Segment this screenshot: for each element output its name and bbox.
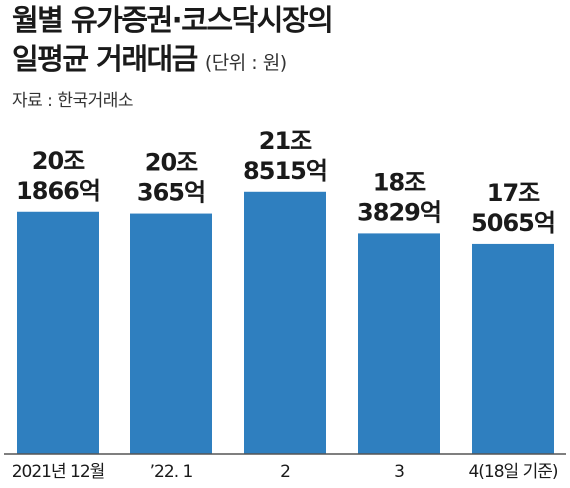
bar-value-label-top-0: 20조: [32, 147, 85, 175]
chart-title-line-2-text: 일평균 거래대금: [12, 42, 198, 76]
source-label: 자료 : 한국거래소: [12, 91, 134, 111]
x-tick-label-3: 3: [394, 462, 404, 482]
bar-1: [130, 213, 212, 454]
x-tick-label-0: 2021년 12월: [12, 462, 105, 482]
bar-0: [17, 211, 99, 454]
bar-value-label-bottom-4: 5065억: [471, 209, 555, 237]
bar-3: [358, 233, 440, 454]
bar-value-label-top-4: 17조: [487, 179, 540, 207]
chart-title-line-2: 일평균 거래대금 (단위 : 원): [12, 41, 287, 81]
bar-value-label-bottom-0: 1866억: [16, 177, 100, 205]
chart-title-line-1: 월별 유가증권·코스닥시장의: [12, 3, 334, 37]
bar-value-label-bottom-1: 365억: [137, 179, 205, 207]
bar-value-label-bottom-2: 8515억: [243, 157, 327, 185]
bar-value-label-top-3: 18조: [373, 168, 426, 196]
bar-4: [472, 243, 554, 454]
x-tick-label-4: 4(18일 기준): [468, 462, 557, 482]
bar-value-label-bottom-3: 3829억: [357, 198, 441, 226]
bar-2: [244, 191, 326, 455]
unit-label: (단위 : 원): [204, 52, 287, 74]
bar-value-label-top-1: 20조: [145, 149, 198, 177]
x-tick-label-2: 2: [280, 462, 290, 482]
x-tick-label-1: ’22. 1: [150, 462, 193, 482]
bar-value-label-top-2: 21조: [259, 127, 312, 155]
